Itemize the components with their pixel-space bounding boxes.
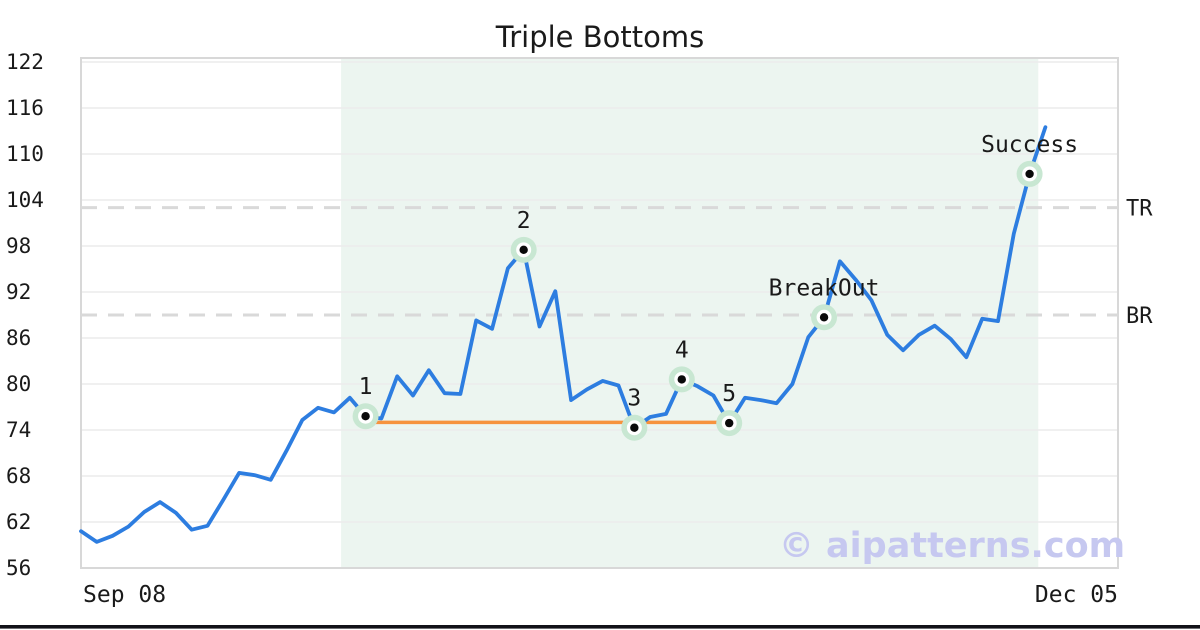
pattern-point-5: 5 [716,381,743,437]
pattern-point-label: BreakOut [769,275,880,301]
chart-title: Triple Bottoms [495,20,704,54]
bottom-bar [0,625,1200,629]
marker-dot [725,418,734,428]
price-line-layer [79,125,1048,544]
marker-dot [361,412,370,421]
level-lines-layer: TR BR [81,197,1153,329]
pattern-point-label: 4 [675,337,689,363]
y-tick-label: 62 [6,510,31,534]
pattern-point-label: 3 [627,386,641,412]
marker-dot [819,313,829,322]
marker-dot [677,375,686,384]
pattern-region-layer [341,58,1039,568]
pattern-region [341,58,1039,568]
pattern-point-label: 1 [359,374,373,400]
y-tick-label: 104 [6,188,44,212]
y-tick-label: 68 [6,464,31,488]
y-tick-labels-layer: 56 62 68 74 80 86 92 98 104 110 116 122 [6,50,44,580]
price-line [79,125,1048,544]
y-tick-label: 74 [6,418,31,442]
pattern-point-1: 1 [352,374,379,430]
pattern-point-4: 4 [668,337,695,393]
watermark: © aipatterns.com [779,526,1125,566]
y-tick-label: 80 [6,372,31,396]
plot-border [80,57,1119,569]
y-tick-label: 56 [6,556,31,580]
marker-dot [630,423,639,432]
level-label-br: BR [1126,304,1153,329]
y-tick-label: 98 [6,234,31,258]
x-axis-label-start: Sep 08 [83,582,166,608]
marker-dot [1025,169,1034,179]
level-label-tr: TR [1126,197,1153,222]
plot-border-layer [80,57,1119,569]
pattern-point-3: 3 [621,386,648,441]
pattern-markers-layer: 1 2 3 4 5 BreakOut Success [352,132,1078,441]
pattern-point-breakout: BreakOut [769,275,880,331]
pattern-point-2: 2 [510,208,537,263]
x-axis-label-end: Dec 05 [1035,582,1118,608]
y-tick-label: 122 [6,50,44,74]
marker-dot [519,245,528,255]
pattern-point-label: 2 [517,208,531,234]
pattern-point-label: 5 [722,381,736,407]
y-tick-label: 86 [6,326,31,350]
y-tick-label: 116 [6,96,44,120]
y-tick-label: 92 [6,280,31,304]
y-tick-label: 110 [6,142,44,166]
pattern-point-label: Success [981,132,1078,158]
pattern-point-success: Success [981,132,1078,187]
